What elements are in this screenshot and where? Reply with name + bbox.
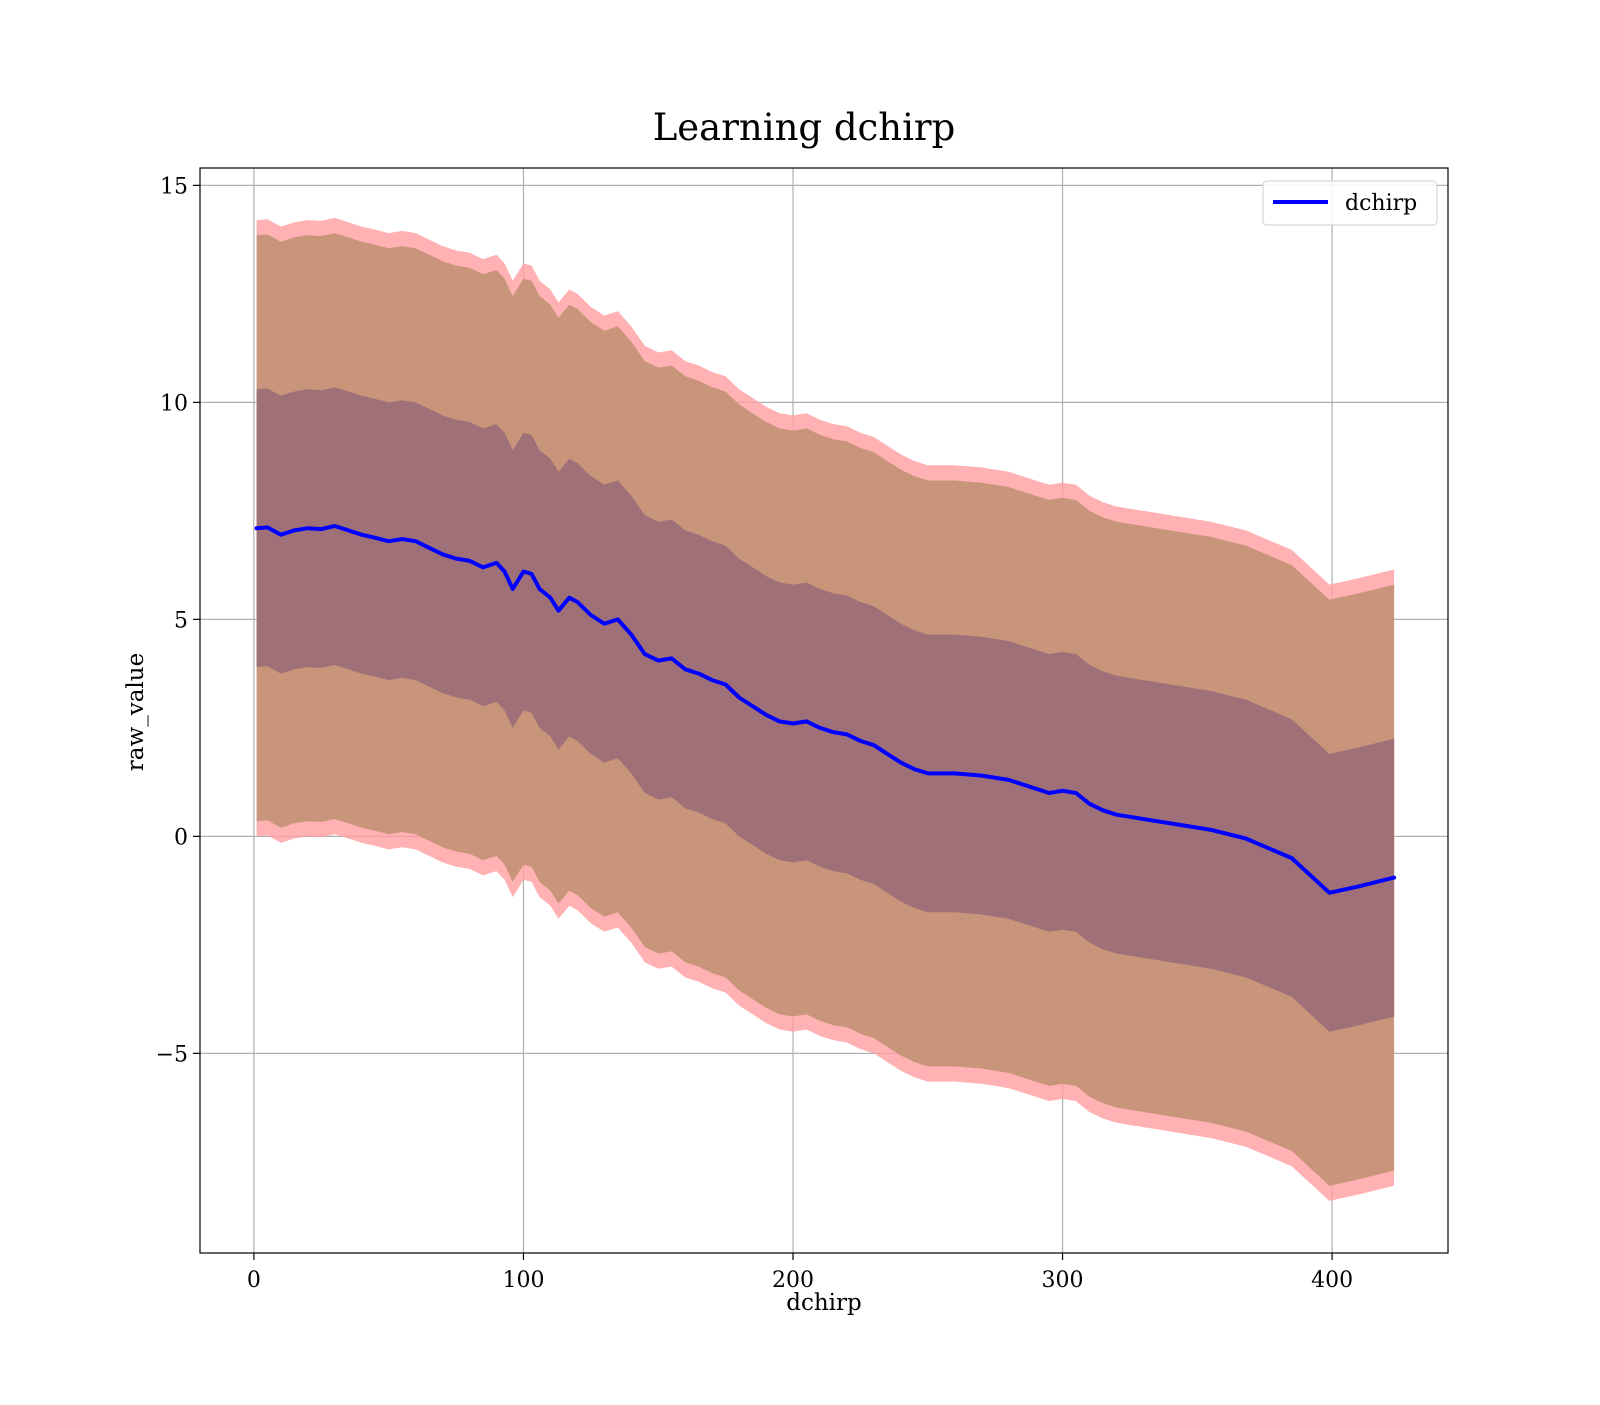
y-axis-label: raw_value bbox=[123, 653, 149, 771]
x-tick-label-4: 400 bbox=[1311, 1268, 1353, 1293]
y-tick-label-0: −5 bbox=[156, 1042, 188, 1067]
line-layer bbox=[254, 524, 1397, 895]
tick-layer: 0 100 200 300 400 −5 0 5 10 15 bbox=[156, 174, 1354, 1293]
y-tick-label-2: 5 bbox=[174, 608, 188, 633]
legend-label-dchirp: dchirp bbox=[1345, 191, 1417, 216]
x-axis-label: dchirp bbox=[786, 1290, 862, 1316]
series-line-dchirp bbox=[254, 524, 1397, 895]
chart-title: Learning dchirp bbox=[653, 106, 956, 149]
x-tick-label-0: 0 bbox=[247, 1268, 261, 1293]
x-tick-label-3: 300 bbox=[1042, 1268, 1084, 1293]
legend-box bbox=[1262, 180, 1438, 226]
y-tick-label-3: 10 bbox=[160, 391, 188, 416]
confidence-band-inner bbox=[256, 387, 1395, 1032]
band-layer bbox=[256, 217, 1395, 1201]
legend: dchirp bbox=[1262, 180, 1438, 226]
plot-frame bbox=[199, 167, 1449, 1254]
y-tick-label-1: 0 bbox=[174, 825, 188, 850]
y-tick-label-4: 15 bbox=[160, 174, 188, 199]
x-tick-label-2: 200 bbox=[772, 1268, 814, 1293]
x-tick-label-1: 100 bbox=[502, 1268, 544, 1293]
